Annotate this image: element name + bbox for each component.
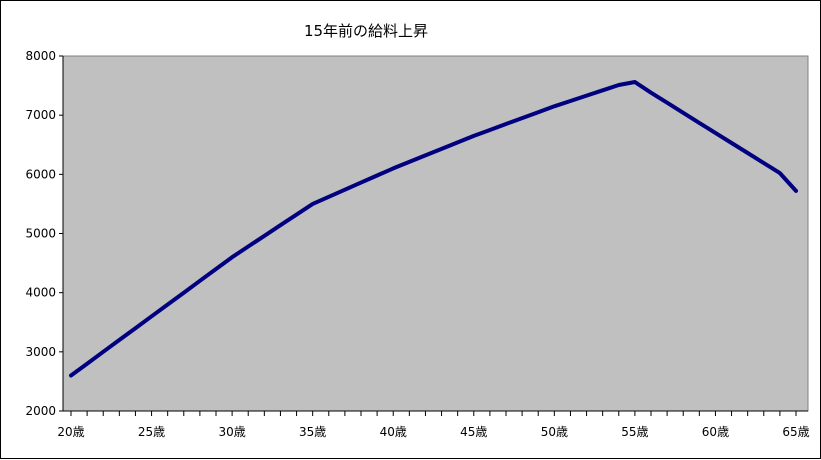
x-tick-label: 60歳 — [702, 425, 729, 439]
y-tick-label: 6000 — [25, 167, 56, 181]
y-axis: 2000 3000 4000 5000 6000 7000 8000 — [25, 49, 64, 418]
y-tick-label: 8000 — [25, 49, 56, 63]
x-tick-label: 40歳 — [380, 425, 407, 439]
x-tick-label: 55歳 — [621, 425, 648, 439]
y-tick-label: 3000 — [25, 345, 56, 359]
series-layer — [69, 80, 798, 378]
plot-area — [62, 55, 809, 412]
x-tick-label: 50歳 — [541, 425, 568, 439]
chart-title: 15年前の給料上昇 — [304, 22, 428, 40]
series-line — [69, 80, 798, 378]
x-tick-label: 35歳 — [299, 425, 326, 439]
x-tick-label: 45歳 — [460, 425, 487, 439]
y-tick-label: 5000 — [25, 227, 56, 241]
y-tick-label: 2000 — [25, 404, 56, 418]
x-tick-label: 30歳 — [218, 425, 245, 439]
x-tick-label: 20歳 — [57, 425, 84, 439]
y-tick-label: 4000 — [25, 286, 56, 300]
y-tick-label: 7000 — [25, 108, 56, 122]
x-tick-label: 25歳 — [138, 425, 165, 439]
x-tick-label: 65歳 — [782, 425, 809, 439]
x-axis: 20歳 25歳 30歳 35歳 40歳 45歳 50歳 55歳 60歳 65歳 — [57, 410, 810, 439]
